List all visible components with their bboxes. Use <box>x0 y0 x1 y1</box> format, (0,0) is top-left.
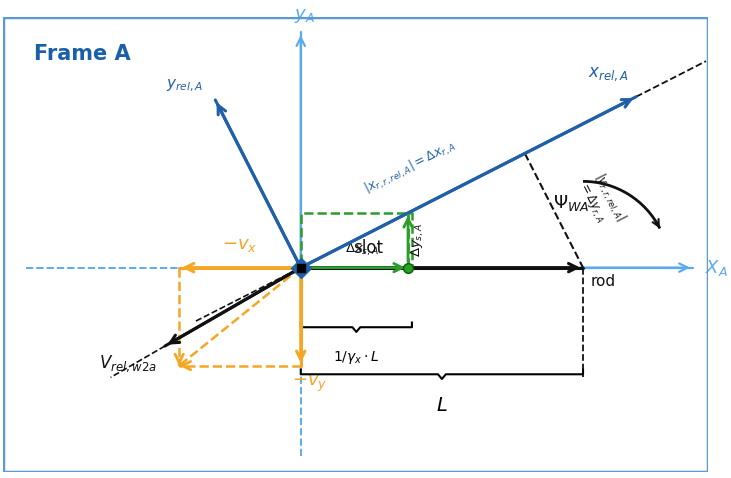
Text: $y_A$: $y_A$ <box>295 7 315 24</box>
Text: slot: slot <box>353 239 383 257</box>
Text: $y_{rel,A}$: $y_{rel,A}$ <box>166 77 203 94</box>
Text: $1/\gamma_x \cdot L$: $1/\gamma_x \cdot L$ <box>333 349 379 366</box>
Text: $L$: $L$ <box>436 396 447 415</box>
Text: $V_{rel,w2a}$: $V_{rel,w2a}$ <box>99 354 157 374</box>
Text: Frame A: Frame A <box>34 44 131 64</box>
Text: $\Delta y_{s,A}$: $\Delta y_{s,A}$ <box>409 223 425 257</box>
Text: $|y_{r,r,rel,A}|$
$=\Delta y_{r,A}$: $|y_{r,r,rel,A}|$ $=\Delta y_{r,A}$ <box>574 170 629 232</box>
Text: $|x_{r,r,rel,A}| = \Delta x_{r,A}$: $|x_{r,r,rel,A}| = \Delta x_{r,A}$ <box>361 137 459 198</box>
Text: $\Psi_{WA}$: $\Psi_{WA}$ <box>553 193 590 213</box>
Text: $- v_y$: $- v_y$ <box>292 373 327 394</box>
Text: $X_A$: $X_A$ <box>705 258 727 278</box>
Text: $- v_x$: $- v_x$ <box>222 236 257 253</box>
Text: $\Delta x_{s,A}$: $\Delta x_{s,A}$ <box>345 242 379 258</box>
Text: rod: rod <box>591 274 616 289</box>
Text: $x_{rel,A}$: $x_{rel,A}$ <box>588 65 628 83</box>
